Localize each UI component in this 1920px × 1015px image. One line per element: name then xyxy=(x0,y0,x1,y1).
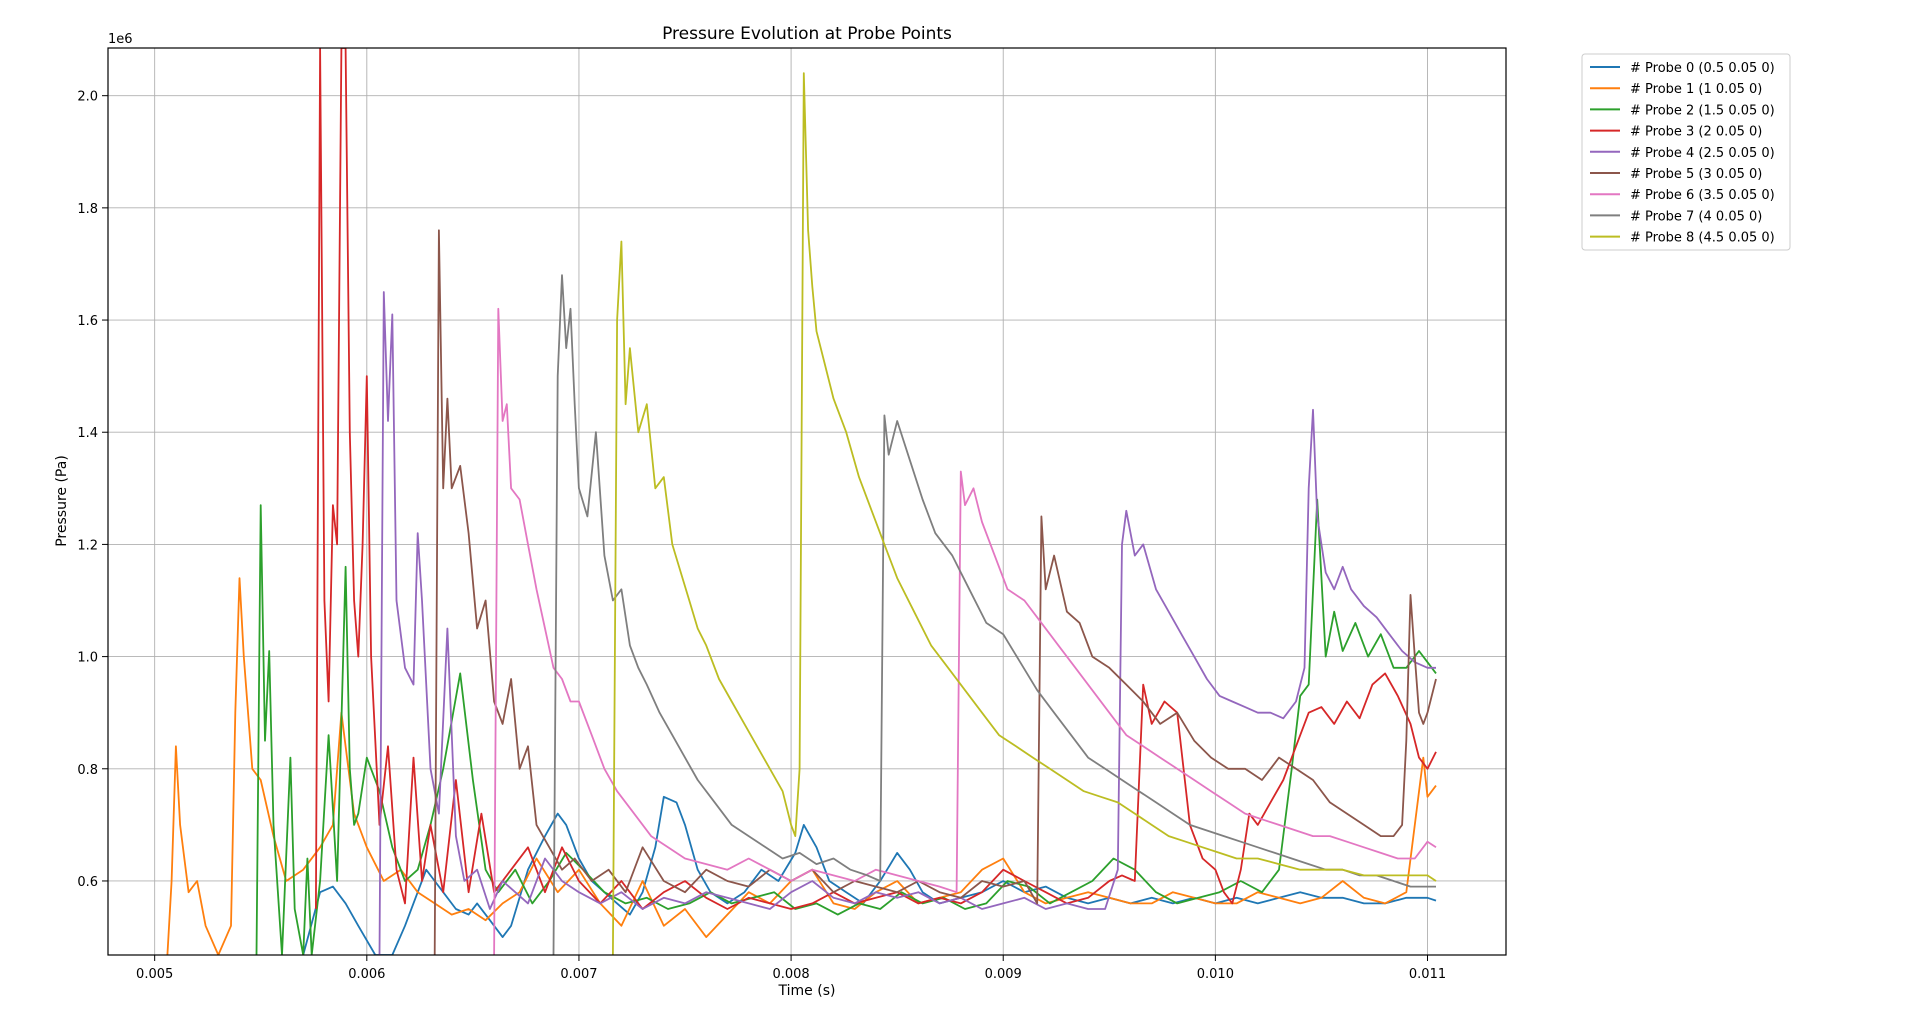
series-line-probe-1 xyxy=(166,577,1437,955)
y-axis-offset-label: 1e6 xyxy=(108,32,133,47)
x-tick-label: 0.005 xyxy=(136,967,173,982)
legend-label-probe-2: # Probe 2 (1.5 0.05 0) xyxy=(1630,103,1775,118)
y-tick-label: 0.8 xyxy=(77,763,98,778)
y-tick-label: 1.2 xyxy=(77,538,98,553)
legend-label-probe-0: # Probe 0 (0.5 0.05 0) xyxy=(1630,61,1775,76)
x-tick-label: 0.010 xyxy=(1197,967,1234,982)
legend-label-probe-3: # Probe 3 (2 0.05 0) xyxy=(1630,125,1762,140)
legend: # Probe 0 (0.5 0.05 0) # Probe 1 (1 0.05 … xyxy=(1581,53,1791,251)
series-line-probe-6 xyxy=(493,307,1437,955)
y-tick-label: 0.6 xyxy=(77,875,98,890)
y-tick-label: 2.0 xyxy=(77,90,98,105)
x-tick-label: 0.011 xyxy=(1409,967,1446,982)
legend-label-probe-1: # Probe 1 (1 0.05 0) xyxy=(1630,82,1762,97)
x-tick-label: 0.008 xyxy=(772,967,809,982)
y-axis: 0.6 0.8 1.0 1.2 1.4 1.6 1.8 2.0 xyxy=(77,90,108,890)
series-line-probe-5 xyxy=(433,229,1437,955)
y-tick-label: 1.8 xyxy=(77,202,98,217)
y-axis-label: Pressure (Pa) xyxy=(54,455,70,547)
legend-label-probe-7: # Probe 7 (4 0.05 0) xyxy=(1630,209,1762,224)
series-lines xyxy=(166,48,1437,955)
legend-label-probe-8: # Probe 8 (4.5 0.05 0) xyxy=(1630,231,1775,246)
plot-area-frame xyxy=(107,47,1507,956)
series-line-probe-8 xyxy=(612,72,1437,955)
y-tick-label: 1.0 xyxy=(77,651,98,666)
y-tick-label: 1.4 xyxy=(77,426,98,441)
series-group xyxy=(166,48,1437,955)
x-tick-label: 0.009 xyxy=(985,967,1022,982)
legend-label-probe-6: # Probe 6 (3.5 0.05 0) xyxy=(1630,188,1775,203)
legend-label-probe-5: # Probe 5 (3 0.05 0) xyxy=(1630,167,1762,182)
chart-title: Pressure Evolution at Probe Points xyxy=(662,24,952,44)
x-axis: 0.005 0.006 0.007 0.008 0.009 0.010 0.011 xyxy=(136,955,1446,982)
x-tick-label: 0.006 xyxy=(348,967,385,982)
series-line-probe-7 xyxy=(552,274,1436,955)
x-tick-label: 0.007 xyxy=(560,967,597,982)
legend-label-probe-4: # Probe 4 (2.5 0.05 0) xyxy=(1630,146,1775,161)
y-tick-label: 1.6 xyxy=(77,314,98,329)
x-axis-label: Time (s) xyxy=(778,983,836,999)
legend-box xyxy=(1581,53,1791,251)
